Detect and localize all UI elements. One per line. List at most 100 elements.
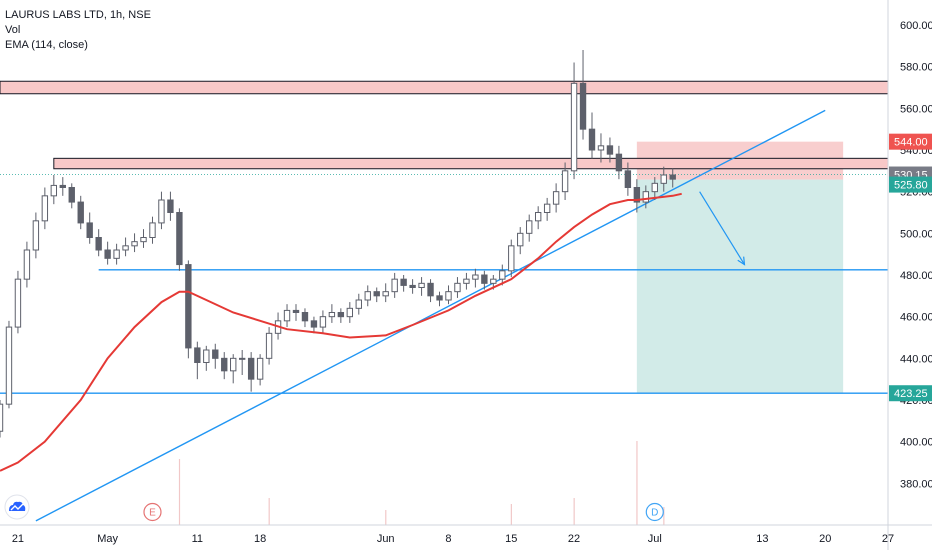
candle (391, 272, 398, 298)
candle-body (328, 312, 336, 318)
candle (588, 112, 596, 159)
candle-body (167, 199, 174, 213)
volume-bar (573, 498, 575, 525)
candle-body (131, 241, 138, 247)
price-tick-label: 600.00 (900, 20, 932, 32)
candle-body (265, 332, 273, 359)
candle-body (391, 278, 398, 293)
candle-body (552, 191, 560, 205)
candle-body (615, 153, 623, 172)
price-tick-label: 560.00 (900, 103, 932, 115)
candle-body (409, 284, 416, 288)
short-position-tool[interactable] (636, 141, 844, 394)
ascending-trendline (35, 109, 826, 522)
projection-arrow[interactable] (699, 191, 746, 266)
candle-body (256, 357, 264, 380)
chart-legend: LAURUS LABS LTD, 1h, NSE Vol EMA (114, c… (5, 8, 151, 53)
horizontal-lines[interactable] (0, 174, 888, 394)
candle (194, 341, 201, 380)
candle (633, 179, 641, 213)
candle (517, 227, 524, 255)
candle-body (517, 232, 524, 247)
candle (113, 243, 120, 265)
candle (230, 354, 237, 384)
candle-body (669, 174, 676, 180)
price-tag-text: 544.00 (894, 137, 928, 149)
symbol-title[interactable]: LAURUS LABS LTD, 1h, NSE (5, 9, 151, 21)
candle (50, 175, 58, 205)
candle-body (463, 278, 470, 284)
candle (5, 320, 13, 409)
volume-bar (663, 507, 665, 525)
candle-body (490, 278, 497, 284)
time-tick-label: 20 (819, 533, 831, 545)
candle-body (149, 222, 156, 239)
event-dividend-marker[interactable]: D (645, 502, 664, 522)
candle-body (176, 212, 183, 266)
candle (436, 291, 443, 307)
candle (319, 310, 327, 334)
time-tick-label: Jul (648, 533, 662, 545)
candle (310, 316, 318, 334)
tradingview-logo-icon[interactable] (4, 494, 30, 520)
price-tick-label: 380.00 (900, 478, 932, 490)
candle (579, 50, 587, 140)
time-tick-label: 11 (192, 533, 203, 545)
candle-body (50, 184, 58, 197)
candle-body (624, 170, 632, 188)
candle (454, 277, 461, 298)
candle (32, 212, 40, 259)
price-tag-bg (889, 133, 932, 150)
candle-body (283, 309, 291, 322)
ema-indicator-label[interactable]: EMA (114, close) (5, 39, 88, 51)
candle (158, 191, 165, 230)
candle-body (238, 357, 246, 360)
candle (104, 241, 111, 265)
price-axis[interactable]: 380.00400.00420.00440.00460.00480.00500.… (887, 0, 932, 550)
candle (499, 264, 506, 286)
candle (0, 400, 4, 438)
candle (355, 293, 362, 315)
candle-body (247, 357, 255, 380)
candle (68, 183, 75, 209)
resistance-zones[interactable] (0, 80, 889, 170)
candle (328, 304, 336, 323)
arrow-head (737, 256, 746, 266)
volume-indicator-label[interactable]: Vol (5, 24, 21, 36)
event-circle (143, 502, 162, 522)
candle-body (68, 187, 75, 203)
candle (624, 162, 632, 196)
candle-body (436, 295, 443, 301)
candle (597, 133, 605, 163)
candle-body (588, 128, 596, 151)
price-tag-text: 423.25 (894, 388, 928, 400)
candle-body (122, 245, 129, 251)
time-axis[interactable]: 21 May 11 18 Jun 8 15 22 Jul 13 20 27 (0, 524, 932, 545)
candle (570, 62, 578, 180)
candle (122, 237, 129, 257)
candle-body (579, 82, 587, 130)
time-tick-label: 13 (756, 533, 768, 545)
position-target-zone (636, 179, 844, 394)
candle (526, 214, 533, 242)
candle-body (427, 282, 434, 297)
trendline[interactable] (35, 109, 826, 522)
candle-body (14, 278, 22, 328)
candle-body (185, 264, 192, 349)
candle-body (418, 282, 425, 289)
candle-body (472, 274, 479, 280)
candle (508, 239, 515, 278)
candle (59, 177, 66, 196)
candle-body (660, 174, 667, 184)
event-earnings-marker[interactable]: E (143, 502, 162, 522)
candle (409, 279, 416, 294)
resistance-zone-1 (0, 80, 889, 95)
event-label: E (149, 508, 156, 519)
candle (203, 345, 210, 371)
candle-body (59, 184, 66, 189)
candle (373, 287, 380, 303)
candle (41, 187, 49, 230)
